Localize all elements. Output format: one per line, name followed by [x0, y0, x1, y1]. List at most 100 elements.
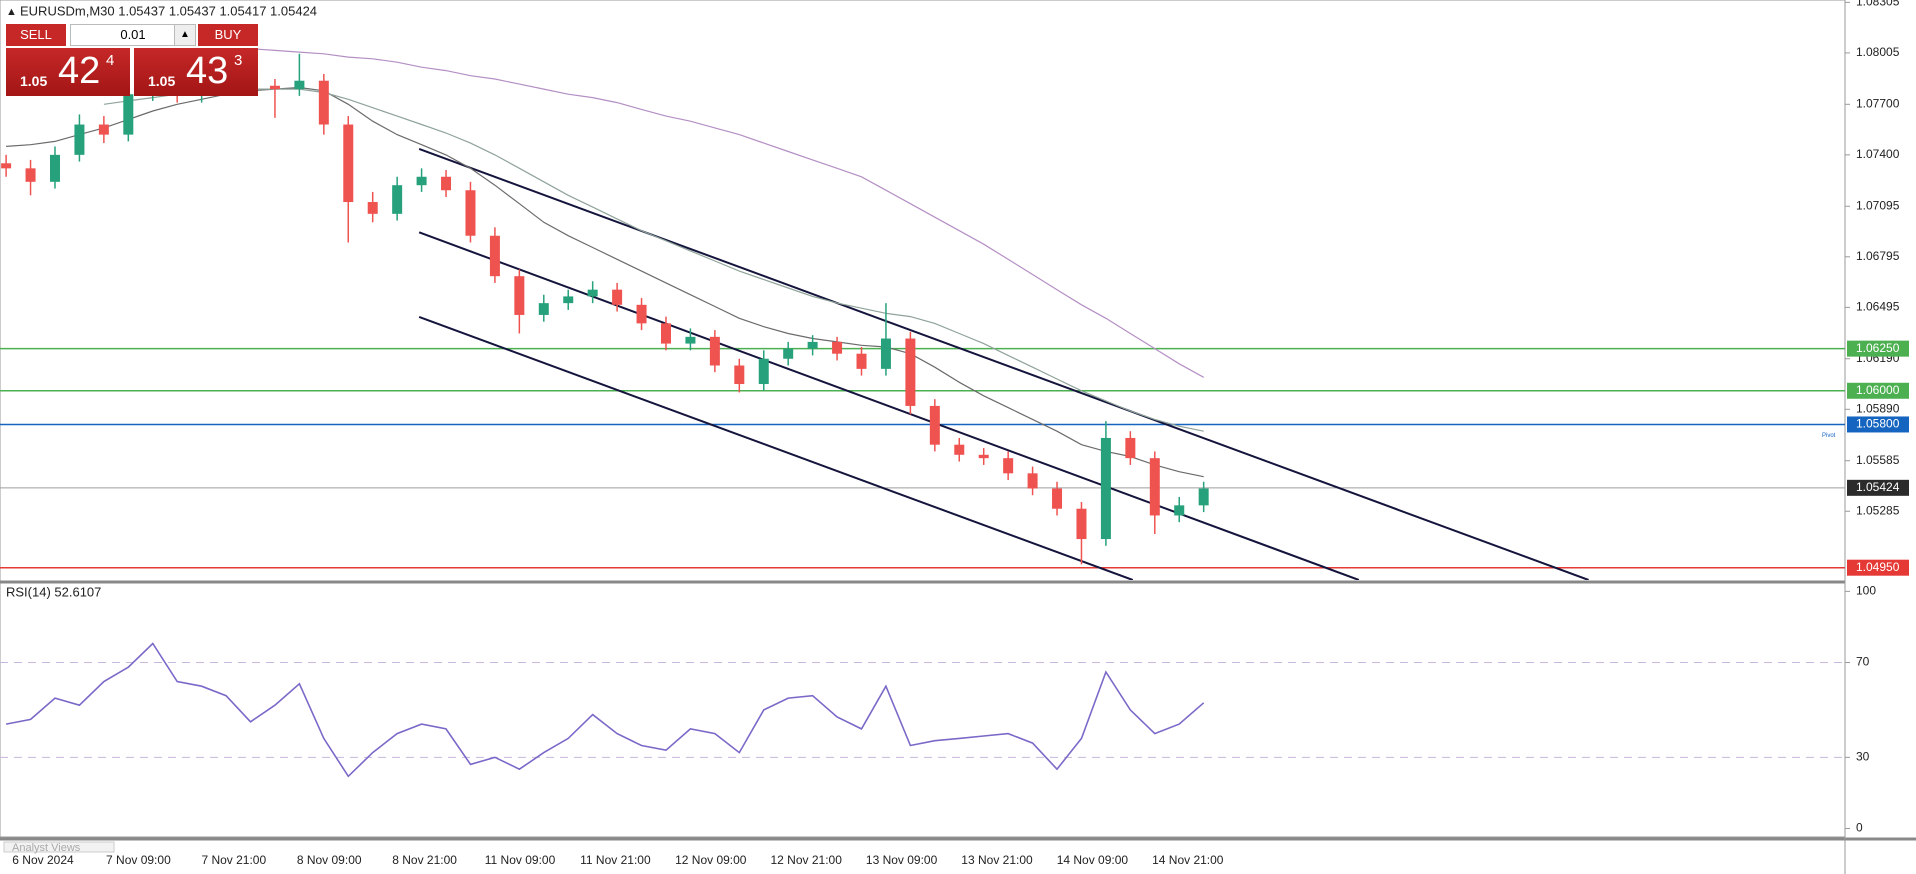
- price-level-note: Pivot: [1822, 433, 1836, 439]
- y-tick-label: 1.05285: [1856, 503, 1900, 517]
- x-tick-label: 13 Nov 09:00: [866, 853, 938, 867]
- bid-pips: 42: [58, 50, 101, 92]
- candle-body: [538, 303, 549, 315]
- candle-body: [98, 124, 109, 135]
- candle-body: [1027, 473, 1038, 489]
- y-tick-label: 1.05585: [1856, 453, 1900, 467]
- y-tick-label: 70: [1856, 655, 1870, 669]
- ask-point: 3: [234, 52, 243, 69]
- symbol-arrow: ▲: [6, 6, 17, 18]
- price-level-box: [1847, 479, 1909, 496]
- y-tick-label: 100: [1856, 584, 1876, 598]
- trade-panel: SELL ▼ 0.01 ▲ BUY 1.05 42 4 1.05 43 3: [6, 24, 258, 96]
- candle-body: [269, 85, 280, 90]
- x-tick-label: 13 Nov 21:00: [961, 853, 1033, 867]
- x-tick-label: 11 Nov 09:00: [485, 853, 556, 867]
- price-level-label: 1.06000: [1856, 383, 1900, 397]
- price-level-label: 1.04950: [1856, 560, 1900, 574]
- buy-button[interactable]: BUY: [198, 24, 258, 46]
- candle-body: [1125, 437, 1136, 459]
- candle-body: [709, 336, 720, 366]
- price-level-box: [1847, 559, 1909, 576]
- candle-body: [954, 444, 965, 455]
- candle-body: [832, 341, 843, 354]
- volume-input[interactable]: 0.01: [70, 24, 196, 46]
- candle-body: [636, 304, 647, 324]
- candle-body: [49, 154, 60, 182]
- candle-body: [807, 341, 818, 349]
- candle-body: [660, 323, 671, 344]
- candle-body: [74, 124, 85, 155]
- candle-body: [367, 202, 378, 214]
- x-tick-label: 6 Nov 2024: [12, 853, 74, 867]
- price-level-box: [1847, 340, 1909, 357]
- y-tick-label: 1.06795: [1856, 249, 1900, 263]
- candle-body: [758, 358, 769, 385]
- y-tick-label: 1.08005: [1856, 45, 1900, 59]
- x-tick-label: 8 Nov 21:00: [392, 853, 457, 867]
- x-tick-label: 12 Nov 21:00: [771, 853, 843, 867]
- candle-body: [685, 336, 696, 344]
- candle-body: [514, 276, 525, 315]
- x-tick-label: 7 Nov 21:00: [201, 853, 266, 867]
- y-tick-label: 1.07700: [1856, 96, 1900, 110]
- candle-body: [929, 405, 940, 445]
- bid-point: 4: [106, 52, 115, 69]
- candle-body: [465, 190, 476, 236]
- price-level-label: 1.05424: [1856, 480, 1900, 494]
- y-tick-label: 30: [1856, 750, 1870, 764]
- candle-body: [1100, 437, 1111, 540]
- bid-big: 1.05: [20, 73, 48, 89]
- candle-body: [343, 124, 354, 203]
- price-level-label: 1.05800: [1856, 417, 1900, 431]
- y-tick-label: 1.08305: [1856, 0, 1900, 9]
- chart-header: EURUSDm,M30 1.05437 1.05437 1.05417 1.05…: [20, 3, 317, 18]
- candle-body: [441, 176, 452, 191]
- price-level-box: [1847, 416, 1909, 433]
- indicator-line: [6, 86, 1204, 478]
- candle-body: [294, 80, 305, 90]
- y-tick-label: 0: [1856, 821, 1863, 835]
- bid-quote[interactable]: 1.05 42 4: [6, 48, 130, 96]
- y-tick-label: 1.07400: [1856, 147, 1900, 161]
- volume-up[interactable]: ▲: [174, 24, 196, 46]
- candle-body: [587, 289, 598, 297]
- trend-line: [418, 148, 1589, 580]
- indicator-line: [5, 642, 1205, 778]
- ask-pips: 43: [186, 50, 229, 92]
- candle-body: [783, 348, 794, 359]
- candle-body: [563, 296, 574, 304]
- x-tick-label: 12 Nov 09:00: [675, 853, 747, 867]
- y-tick-label: 1.05890: [1856, 401, 1900, 415]
- candle-body: [25, 168, 36, 182]
- trend-line: [418, 231, 1360, 580]
- candle-body: [978, 454, 989, 459]
- candle-body: [1149, 458, 1160, 516]
- y-tick-label: 1.06495: [1856, 300, 1900, 314]
- candle-body: [734, 365, 745, 385]
- candle-body: [416, 176, 427, 186]
- footer-tab-label[interactable]: Analyst Views: [12, 842, 81, 854]
- ask-big: 1.05: [148, 73, 176, 89]
- candle-body: [856, 353, 867, 369]
- x-tick-label: 14 Nov 21:00: [1152, 853, 1224, 867]
- ask-quote[interactable]: 1.05 43 3: [134, 48, 258, 96]
- x-tick-label: 7 Nov 09:00: [106, 853, 171, 867]
- indicator-line: [103, 88, 1204, 432]
- candle-body: [905, 338, 916, 406]
- y-tick-label: 1.07095: [1856, 198, 1900, 212]
- x-tick-label: 14 Nov 09:00: [1057, 853, 1129, 867]
- candle-body: [1, 163, 12, 169]
- rsi-title: RSI(14) 52.6107: [6, 584, 101, 599]
- x-tick-label: 8 Nov 09:00: [297, 853, 362, 867]
- price-level-box: [1847, 382, 1909, 399]
- price-level-label: 1.06250: [1856, 341, 1900, 355]
- candle-body: [1003, 458, 1014, 474]
- x-tick-label: 11 Nov 21:00: [580, 853, 651, 867]
- footer-tab[interactable]: [3, 841, 115, 853]
- candle-body: [1174, 505, 1185, 516]
- indicator-line: [250, 48, 1204, 378]
- sell-button[interactable]: SELL: [6, 24, 66, 46]
